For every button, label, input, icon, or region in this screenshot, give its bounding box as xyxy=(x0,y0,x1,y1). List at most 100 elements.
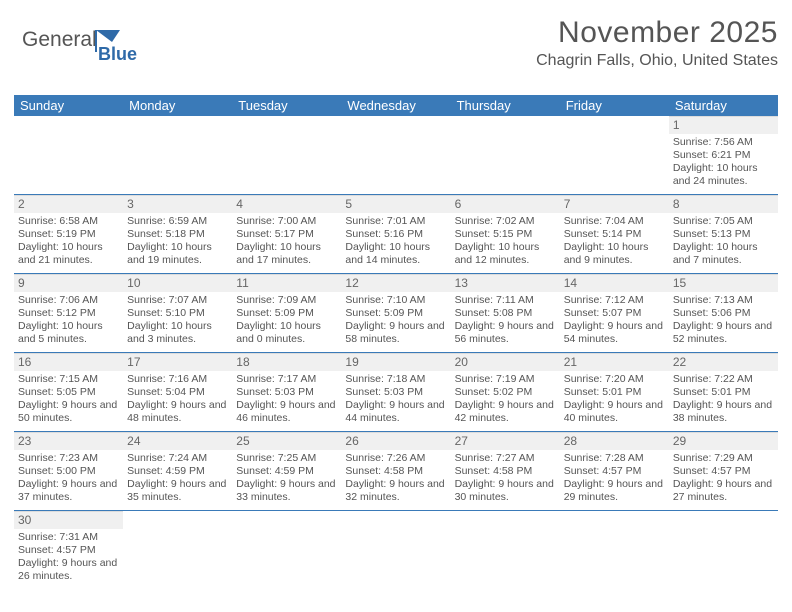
calendar-empty-cell xyxy=(669,511,778,589)
daylight-text: Daylight: 9 hours and 38 minutes. xyxy=(673,399,774,425)
sunrise-text: Sunrise: 7:17 AM xyxy=(236,373,337,386)
day-number: 25 xyxy=(232,432,341,450)
sunrise-text: Sunrise: 7:22 AM xyxy=(673,373,774,386)
calendar-day: 29Sunrise: 7:29 AMSunset: 4:57 PMDayligh… xyxy=(669,432,778,510)
sunset-text: Sunset: 5:04 PM xyxy=(127,386,228,399)
calendar-empty-cell xyxy=(451,116,560,194)
day-number: 4 xyxy=(232,195,341,213)
sunrise-text: Sunrise: 7:05 AM xyxy=(673,215,774,228)
day-header-cell: Tuesday xyxy=(232,95,341,116)
sunset-text: Sunset: 5:03 PM xyxy=(345,386,446,399)
location-subtitle: Chagrin Falls, Ohio, United States xyxy=(536,52,778,70)
day-number: 30 xyxy=(14,511,123,529)
day-header-cell: Wednesday xyxy=(341,95,450,116)
sunset-text: Sunset: 5:09 PM xyxy=(345,307,446,320)
sunrise-text: Sunrise: 7:02 AM xyxy=(455,215,556,228)
day-number: 29 xyxy=(669,432,778,450)
sunrise-text: Sunrise: 7:00 AM xyxy=(236,215,337,228)
calendar-empty-cell xyxy=(341,116,450,194)
calendar-empty-cell xyxy=(232,116,341,194)
day-number: 18 xyxy=(232,353,341,371)
calendar-empty-cell xyxy=(560,511,669,589)
calendar-week: 9Sunrise: 7:06 AMSunset: 5:12 PMDaylight… xyxy=(14,274,778,353)
daylight-text: Daylight: 9 hours and 56 minutes. xyxy=(455,320,556,346)
calendar-day: 14Sunrise: 7:12 AMSunset: 5:07 PMDayligh… xyxy=(560,274,669,352)
sunset-text: Sunset: 5:13 PM xyxy=(673,228,774,241)
month-title: November 2025 xyxy=(536,16,778,50)
sunset-text: Sunset: 5:10 PM xyxy=(127,307,228,320)
sunrise-text: Sunrise: 7:04 AM xyxy=(564,215,665,228)
calendar-day: 26Sunrise: 7:26 AMSunset: 4:58 PMDayligh… xyxy=(341,432,450,510)
calendar-day: 17Sunrise: 7:16 AMSunset: 5:04 PMDayligh… xyxy=(123,353,232,431)
calendar-week: 16Sunrise: 7:15 AMSunset: 5:05 PMDayligh… xyxy=(14,353,778,432)
logo-text-2: Blue xyxy=(98,44,137,64)
calendar-day: 22Sunrise: 7:22 AMSunset: 5:01 PMDayligh… xyxy=(669,353,778,431)
sunrise-text: Sunrise: 7:18 AM xyxy=(345,373,446,386)
day-number: 22 xyxy=(669,353,778,371)
sunset-text: Sunset: 5:12 PM xyxy=(18,307,119,320)
daylight-text: Daylight: 9 hours and 44 minutes. xyxy=(345,399,446,425)
daylight-text: Daylight: 10 hours and 3 minutes. xyxy=(127,320,228,346)
daylight-text: Daylight: 10 hours and 12 minutes. xyxy=(455,241,556,267)
daylight-text: Daylight: 9 hours and 29 minutes. xyxy=(564,478,665,504)
day-number: 1 xyxy=(669,116,778,134)
sunset-text: Sunset: 4:57 PM xyxy=(673,465,774,478)
daylight-text: Daylight: 9 hours and 54 minutes. xyxy=(564,320,665,346)
sunset-text: Sunset: 4:57 PM xyxy=(18,544,119,557)
daylight-text: Daylight: 9 hours and 32 minutes. xyxy=(345,478,446,504)
day-number: 23 xyxy=(14,432,123,450)
day-header-cell: Sunday xyxy=(14,95,123,116)
calendar-day: 3Sunrise: 6:59 AMSunset: 5:18 PMDaylight… xyxy=(123,195,232,273)
daylight-text: Daylight: 9 hours and 37 minutes. xyxy=(18,478,119,504)
sunrise-text: Sunrise: 7:13 AM xyxy=(673,294,774,307)
daylight-text: Daylight: 9 hours and 52 minutes. xyxy=(673,320,774,346)
daylight-text: Daylight: 10 hours and 9 minutes. xyxy=(564,241,665,267)
daylight-text: Daylight: 10 hours and 21 minutes. xyxy=(18,241,119,267)
logo-text-1: General xyxy=(22,28,97,51)
sunrise-text: Sunrise: 7:26 AM xyxy=(345,452,446,465)
daylight-text: Daylight: 10 hours and 7 minutes. xyxy=(673,241,774,267)
calendar-day: 1Sunrise: 7:56 AMSunset: 6:21 PMDaylight… xyxy=(669,116,778,194)
calendar-empty-cell xyxy=(123,511,232,589)
sunrise-text: Sunrise: 6:58 AM xyxy=(18,215,119,228)
sunset-text: Sunset: 4:58 PM xyxy=(345,465,446,478)
calendar-day: 11Sunrise: 7:09 AMSunset: 5:09 PMDayligh… xyxy=(232,274,341,352)
sunrise-text: Sunrise: 7:10 AM xyxy=(345,294,446,307)
sunset-text: Sunset: 4:59 PM xyxy=(236,465,337,478)
day-number: 20 xyxy=(451,353,560,371)
sunset-text: Sunset: 5:01 PM xyxy=(564,386,665,399)
logo-svg: General Blue xyxy=(22,24,142,66)
sunrise-text: Sunrise: 7:19 AM xyxy=(455,373,556,386)
sunset-text: Sunset: 5:18 PM xyxy=(127,228,228,241)
calendar-day: 27Sunrise: 7:27 AMSunset: 4:58 PMDayligh… xyxy=(451,432,560,510)
daylight-text: Daylight: 9 hours and 35 minutes. xyxy=(127,478,228,504)
daylight-text: Daylight: 9 hours and 58 minutes. xyxy=(345,320,446,346)
daylight-text: Daylight: 9 hours and 42 minutes. xyxy=(455,399,556,425)
sunset-text: Sunset: 4:57 PM xyxy=(564,465,665,478)
day-header-cell: Saturday xyxy=(669,95,778,116)
calendar: SundayMondayTuesdayWednesdayThursdayFrid… xyxy=(14,95,778,589)
daylight-text: Daylight: 9 hours and 50 minutes. xyxy=(18,399,119,425)
logo-flag-icon xyxy=(96,30,120,42)
calendar-empty-cell xyxy=(451,511,560,589)
sunset-text: Sunset: 5:06 PM xyxy=(673,307,774,320)
sunset-text: Sunset: 5:14 PM xyxy=(564,228,665,241)
sunset-text: Sunset: 6:21 PM xyxy=(673,149,774,162)
day-header-cell: Monday xyxy=(123,95,232,116)
day-number: 19 xyxy=(341,353,450,371)
sunrise-text: Sunrise: 7:11 AM xyxy=(455,294,556,307)
day-number: 12 xyxy=(341,274,450,292)
calendar-week: 1Sunrise: 7:56 AMSunset: 6:21 PMDaylight… xyxy=(14,116,778,195)
calendar-day: 4Sunrise: 7:00 AMSunset: 5:17 PMDaylight… xyxy=(232,195,341,273)
sunset-text: Sunset: 5:17 PM xyxy=(236,228,337,241)
daylight-text: Daylight: 10 hours and 24 minutes. xyxy=(673,162,774,188)
sunrise-text: Sunrise: 7:28 AM xyxy=(564,452,665,465)
calendar-empty-cell xyxy=(341,511,450,589)
daylight-text: Daylight: 9 hours and 40 minutes. xyxy=(564,399,665,425)
calendar-day: 16Sunrise: 7:15 AMSunset: 5:05 PMDayligh… xyxy=(14,353,123,431)
calendar-week: 23Sunrise: 7:23 AMSunset: 5:00 PMDayligh… xyxy=(14,432,778,511)
calendar-body: 1Sunrise: 7:56 AMSunset: 6:21 PMDaylight… xyxy=(14,116,778,589)
calendar-day: 30Sunrise: 7:31 AMSunset: 4:57 PMDayligh… xyxy=(14,511,123,589)
calendar-day: 8Sunrise: 7:05 AMSunset: 5:13 PMDaylight… xyxy=(669,195,778,273)
sunrise-text: Sunrise: 7:07 AM xyxy=(127,294,228,307)
